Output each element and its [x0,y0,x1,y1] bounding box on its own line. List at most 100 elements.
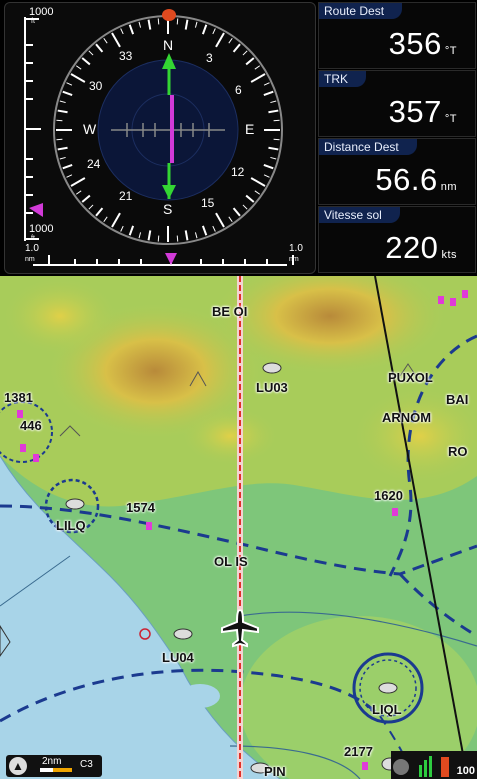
waypoint-pin[interactable]: PIN [264,764,286,779]
vsi-bottom-label: 1000 [29,223,54,235]
xtk-right-unit: nm [289,256,299,263]
gps-icon [393,759,409,775]
hsi-compass-panel: 1000 ft 1000 ft 1.0 nm 1.0 nm N S E W 3 … [4,2,316,274]
compass-tick [66,174,73,178]
status-icons [393,756,449,777]
compass-tick [138,21,142,28]
ground-speed-box[interactable]: Vitesse sol 220 kts [318,206,476,273]
compass-tick [184,19,189,30]
elevation-1574: 1574 [126,500,155,515]
waypoint-belon[interactable]: BE OI [212,304,248,319]
waypoint-arnom[interactable]: ARNOM [382,410,432,425]
compass-tick [147,230,152,241]
compass-east: E [245,121,255,137]
waypoint-puxol[interactable]: PUXOL [388,370,433,385]
compass-tick [103,37,108,44]
trk-box[interactable]: TRK 357 °T [318,70,476,137]
xtk-right-label: 1.0 [289,243,303,254]
route-dest-label: Route Dest [319,3,403,19]
compass-tick [201,24,208,35]
compass-33: 33 [119,49,133,63]
compass-tick [176,235,179,242]
compass-tick [232,43,241,53]
ground-speed-value: 220 kts [385,230,457,265]
distance-dest-box[interactable]: Distance Dest 56.6 nm [318,138,476,205]
altitude-readout: 100 [456,765,475,777]
map-scale-label: 2nm [42,756,62,767]
compass-tick [95,43,104,53]
trk-value: 357 °T [388,94,457,129]
compass-tick [242,204,248,210]
compass-tick [147,19,152,30]
moving-map[interactable]: BE OI LU03 1381 446 PUXOL BAI ARNOM RO 1… [0,276,477,779]
compass-tick [128,24,135,35]
compass-tick [59,156,66,160]
compass-tick [232,207,241,217]
xtk-left-label: 1.0 [25,243,39,254]
status-indicators[interactable]: 100 [391,751,477,779]
airfield-lu04[interactable]: LU04 [162,650,194,665]
elevation-2177: 2177 [344,744,373,759]
signal-strength-icon [429,756,432,777]
vsi-bottom-unit: ft [31,235,35,242]
airfield-lu03[interactable]: LU03 [256,380,288,395]
compass-tick [111,32,121,48]
xtk-left-unit: nm [25,256,35,263]
map-scale-control[interactable]: ▲ 2nm C3 [6,755,102,777]
compass-tick [194,21,198,28]
elevation-1381: 1381 [4,390,33,405]
compass-tick [57,146,68,151]
map-background [0,276,477,779]
hsi-graphic [24,9,294,266]
course-arrow-icon [162,53,176,69]
trk-label: TRK [319,71,366,87]
compass-21: 21 [119,189,133,203]
elevation-446: 446 [20,418,42,433]
waypoint-bai[interactable]: BAI [446,392,469,407]
instrument-panel: 1000 ft 1000 ft 1.0 nm 1.0 nm N S E W 3 … [0,0,477,274]
waypoint-ro[interactable]: RO [448,444,468,459]
compass-tick [75,65,82,70]
compass-tick [268,109,279,114]
distance-dest-label: Distance Dest [319,139,417,155]
compass-6: 6 [235,83,242,97]
ground-speed-label: Vitesse sol [319,207,400,223]
compass-tick [103,216,108,223]
compass-tick [250,177,266,187]
north-up-icon[interactable]: ▲ [9,757,27,775]
compass-tick [62,90,73,97]
distance-dest-value: 56.6 nm [375,162,457,197]
compass-tick [242,50,248,56]
compass-west: W [83,121,97,137]
compass-tick [111,212,121,228]
ownship-airplane-icon [221,608,259,648]
compass-tick [56,138,63,141]
compass-tick [245,57,255,66]
compass-tick [228,37,233,44]
vsi-ticks [25,18,41,240]
vsi-top-label: 1000 [29,6,54,18]
route-dest-box[interactable]: Route Dest 356 °T [318,2,476,69]
route-dest-value: 356 °T [388,26,457,61]
waypoint-olis[interactable]: OL IS [214,554,248,569]
compass-30: 30 [89,79,103,93]
compass-tick [228,216,233,223]
compass-tick [66,82,73,86]
heading-bug [162,9,176,21]
compass-tick [263,163,274,170]
compass-tick [273,138,280,141]
airfield-lilq[interactable]: LILQ [56,518,86,533]
compass-tick [176,18,179,25]
compass-south: S [163,201,173,217]
compass-tick [201,225,208,236]
compass-tick [128,225,135,236]
compass-tick [81,57,91,66]
airfield-liql[interactable]: LIQL [372,702,402,717]
map-zoom-label: C3 [80,759,93,770]
compass-12: 12 [231,165,245,179]
compass-tick [250,73,266,83]
compass-tick [157,235,160,242]
compass-15: 15 [201,196,215,210]
compass-tick [245,194,255,203]
compass-tick [75,190,82,195]
